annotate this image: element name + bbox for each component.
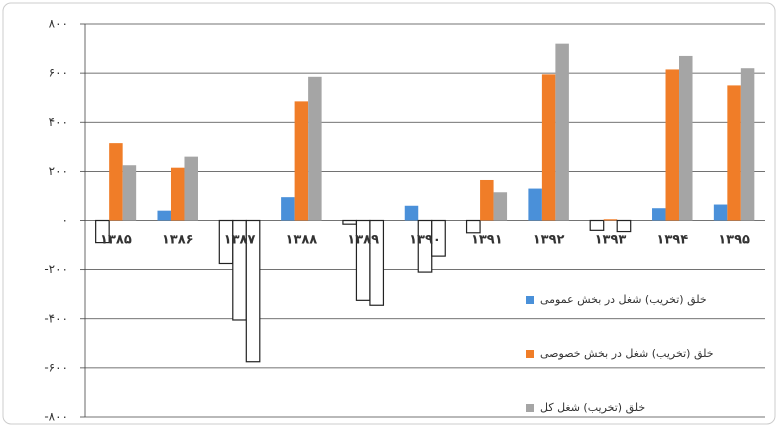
x-tick-label: ۱۳۹۳ bbox=[595, 233, 627, 248]
bar bbox=[294, 101, 309, 221]
bar bbox=[603, 219, 618, 221]
bar bbox=[122, 165, 137, 221]
bar bbox=[589, 219, 605, 231]
bar bbox=[109, 143, 123, 221]
bar bbox=[157, 210, 171, 221]
y-tick-label: ۸۰۰ bbox=[49, 17, 68, 31]
x-tick-label: ۱۳۸۹ bbox=[347, 233, 379, 248]
x-tick-label: ۱۳۹۱ bbox=[471, 233, 503, 248]
legend-label: خلق (تخریب) شغل کل bbox=[540, 401, 645, 415]
bar bbox=[679, 55, 693, 221]
bar bbox=[404, 205, 419, 221]
legend-marker bbox=[526, 350, 534, 358]
legend-label: خلق (تخریب) شغل در بخش خصوصی bbox=[540, 347, 714, 361]
bar bbox=[308, 76, 322, 221]
y-tick-label: -۸۰۰ bbox=[44, 410, 68, 424]
bar bbox=[555, 43, 569, 221]
y-tick-label: ۲۰۰ bbox=[49, 164, 68, 178]
bar bbox=[95, 219, 110, 244]
bar bbox=[541, 74, 556, 221]
bar bbox=[245, 219, 261, 363]
bar bbox=[480, 179, 494, 221]
y-tick-label: -۶۰۰ bbox=[44, 360, 68, 374]
bar bbox=[342, 219, 358, 225]
x-tick-label: ۱۳۸۸ bbox=[285, 233, 317, 248]
bar bbox=[281, 197, 295, 221]
y-tick-label: -۴۰۰ bbox=[44, 311, 68, 325]
legend-marker bbox=[526, 296, 534, 304]
x-tick-label: ۱۳۹۲ bbox=[533, 233, 565, 248]
bar bbox=[369, 219, 385, 306]
x-tick-label: ۱۳۹۵ bbox=[718, 233, 750, 248]
bar bbox=[616, 219, 632, 233]
legend-label: خلق (تخریب) شغل در بخش عمومی bbox=[540, 293, 707, 307]
x-tick-label: ۱۳۹۰ bbox=[409, 233, 441, 248]
bar bbox=[528, 188, 542, 221]
bar bbox=[727, 85, 741, 221]
bar bbox=[665, 69, 680, 221]
x-tick-label: ۱۳۸۵ bbox=[100, 233, 132, 248]
bar bbox=[713, 204, 728, 221]
legend-marker bbox=[526, 404, 534, 412]
x-tick-label: ۱۳۹۴ bbox=[656, 233, 688, 248]
bar bbox=[170, 167, 185, 221]
bar bbox=[431, 219, 446, 257]
y-tick-label: ۴۰۰ bbox=[49, 115, 68, 129]
bar bbox=[465, 219, 481, 234]
bar bbox=[740, 68, 755, 221]
y-tick-label: ۰ bbox=[62, 213, 68, 227]
bar bbox=[493, 192, 508, 221]
bar bbox=[184, 156, 198, 221]
x-tick-label: ۱۳۸۶ bbox=[162, 233, 194, 248]
bar bbox=[652, 208, 666, 221]
y-tick-label: -۲۰۰ bbox=[44, 262, 68, 276]
x-tick-label: ۱۳۸۷ bbox=[224, 233, 256, 248]
y-tick-label: ۶۰۰ bbox=[49, 66, 68, 80]
